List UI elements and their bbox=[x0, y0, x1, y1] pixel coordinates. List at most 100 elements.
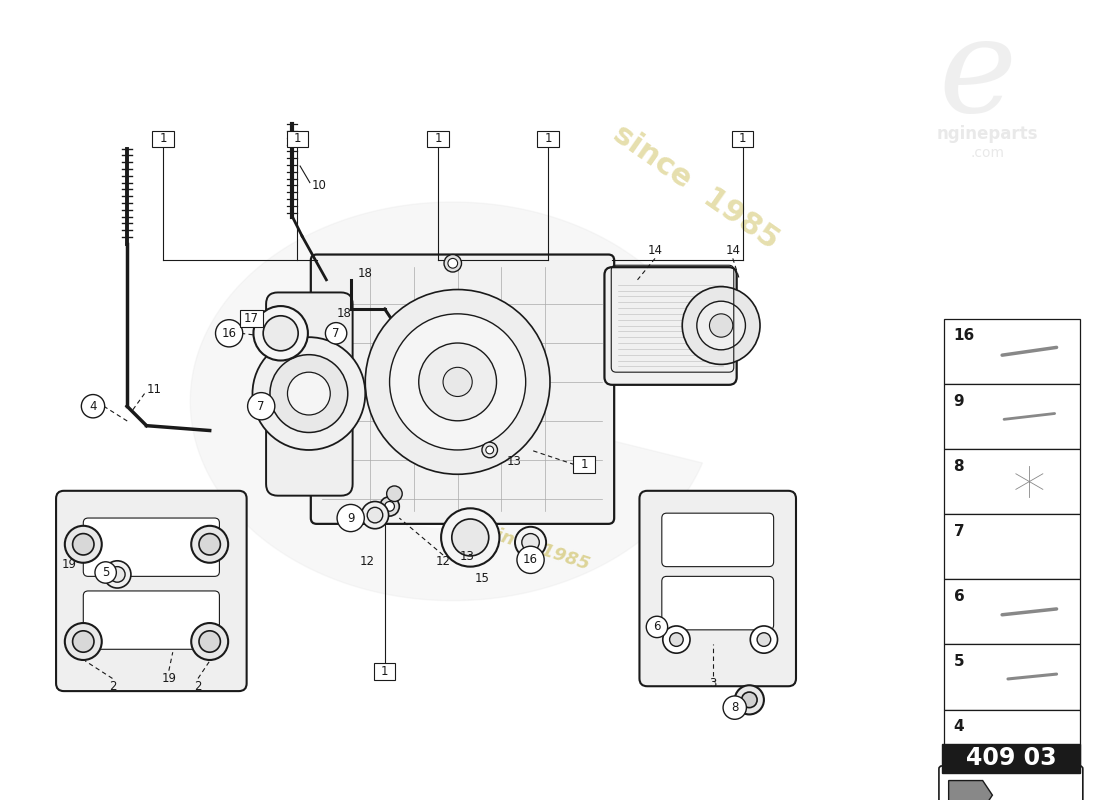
Circle shape bbox=[191, 623, 228, 660]
Text: since  1985: since 1985 bbox=[607, 119, 784, 255]
Circle shape bbox=[199, 631, 220, 652]
Polygon shape bbox=[283, 275, 623, 528]
Text: 6: 6 bbox=[954, 589, 965, 604]
Bar bbox=[240, 310, 263, 327]
Circle shape bbox=[389, 314, 526, 450]
Text: 4: 4 bbox=[954, 719, 964, 734]
FancyBboxPatch shape bbox=[84, 518, 219, 576]
Circle shape bbox=[95, 562, 117, 583]
Text: 1: 1 bbox=[160, 132, 167, 146]
Circle shape bbox=[723, 696, 747, 719]
Circle shape bbox=[696, 302, 746, 350]
Text: 1: 1 bbox=[739, 132, 746, 146]
Circle shape bbox=[387, 486, 403, 502]
Circle shape bbox=[365, 290, 550, 474]
Circle shape bbox=[287, 372, 330, 415]
Circle shape bbox=[1031, 736, 1048, 754]
FancyBboxPatch shape bbox=[84, 591, 219, 650]
Circle shape bbox=[379, 497, 399, 516]
Text: a passion for parts since 1985: a passion for parts since 1985 bbox=[295, 462, 592, 574]
Text: 16: 16 bbox=[954, 329, 975, 343]
Circle shape bbox=[444, 254, 462, 272]
Circle shape bbox=[263, 316, 298, 350]
Circle shape bbox=[682, 286, 760, 365]
Text: 10: 10 bbox=[311, 179, 327, 192]
Circle shape bbox=[419, 343, 496, 421]
Text: 9: 9 bbox=[346, 511, 354, 525]
Text: 7: 7 bbox=[332, 326, 340, 340]
Bar bbox=[732, 130, 754, 147]
Bar bbox=[152, 130, 174, 147]
Bar bbox=[944, 710, 1080, 774]
Text: 409 03: 409 03 bbox=[966, 746, 1056, 770]
Circle shape bbox=[517, 546, 544, 574]
Text: 12: 12 bbox=[436, 555, 451, 568]
Text: 14: 14 bbox=[725, 244, 740, 257]
Circle shape bbox=[1002, 415, 1014, 427]
Text: 11: 11 bbox=[146, 383, 162, 396]
Polygon shape bbox=[190, 202, 707, 601]
Circle shape bbox=[216, 320, 243, 347]
Bar bbox=[944, 449, 1080, 514]
Circle shape bbox=[65, 526, 102, 562]
Circle shape bbox=[362, 502, 388, 529]
Circle shape bbox=[735, 686, 763, 714]
Text: e: e bbox=[938, 11, 1016, 140]
FancyBboxPatch shape bbox=[266, 293, 353, 496]
Text: 5: 5 bbox=[102, 566, 109, 579]
Circle shape bbox=[337, 505, 364, 532]
FancyBboxPatch shape bbox=[662, 513, 773, 566]
Text: 3: 3 bbox=[710, 677, 717, 690]
Circle shape bbox=[1035, 741, 1043, 749]
FancyBboxPatch shape bbox=[939, 766, 1082, 800]
Text: 13: 13 bbox=[506, 455, 521, 468]
Text: 9: 9 bbox=[954, 394, 964, 409]
Circle shape bbox=[452, 519, 488, 556]
Text: 2: 2 bbox=[195, 680, 201, 693]
Bar bbox=[538, 130, 559, 147]
Bar bbox=[573, 456, 595, 473]
Bar bbox=[954, 792, 978, 800]
Text: 19: 19 bbox=[162, 672, 176, 685]
Text: 19: 19 bbox=[62, 558, 76, 571]
Circle shape bbox=[448, 258, 458, 268]
Bar bbox=[428, 130, 449, 147]
Circle shape bbox=[103, 561, 131, 588]
Text: 8: 8 bbox=[732, 701, 738, 714]
Circle shape bbox=[486, 446, 494, 454]
Text: 1: 1 bbox=[581, 458, 587, 471]
Text: 16: 16 bbox=[524, 554, 538, 566]
Text: 1: 1 bbox=[381, 665, 388, 678]
Circle shape bbox=[253, 337, 365, 450]
Circle shape bbox=[757, 633, 771, 646]
Bar bbox=[944, 384, 1080, 449]
Text: 12: 12 bbox=[360, 555, 375, 568]
Circle shape bbox=[1012, 530, 1047, 564]
Text: 17: 17 bbox=[244, 312, 258, 326]
Circle shape bbox=[253, 306, 308, 361]
Text: 6: 6 bbox=[653, 621, 661, 634]
Circle shape bbox=[1008, 678, 1015, 686]
Circle shape bbox=[248, 393, 275, 420]
Circle shape bbox=[1008, 730, 1032, 754]
Circle shape bbox=[1014, 466, 1045, 497]
Text: 13: 13 bbox=[460, 550, 475, 563]
Text: 14: 14 bbox=[648, 244, 662, 257]
Circle shape bbox=[663, 626, 690, 653]
Bar bbox=[942, 744, 1080, 773]
Circle shape bbox=[647, 616, 668, 638]
FancyBboxPatch shape bbox=[604, 267, 737, 385]
Circle shape bbox=[73, 631, 94, 652]
Text: 4: 4 bbox=[89, 400, 97, 413]
Circle shape bbox=[81, 394, 104, 418]
Circle shape bbox=[73, 534, 94, 555]
Bar bbox=[374, 663, 395, 680]
Text: 7: 7 bbox=[954, 524, 964, 539]
Bar bbox=[944, 645, 1080, 710]
Circle shape bbox=[1014, 736, 1025, 748]
Circle shape bbox=[1018, 535, 1041, 558]
Text: 5: 5 bbox=[954, 654, 964, 669]
Circle shape bbox=[1003, 673, 1021, 690]
FancyBboxPatch shape bbox=[56, 491, 246, 691]
Circle shape bbox=[270, 354, 348, 433]
